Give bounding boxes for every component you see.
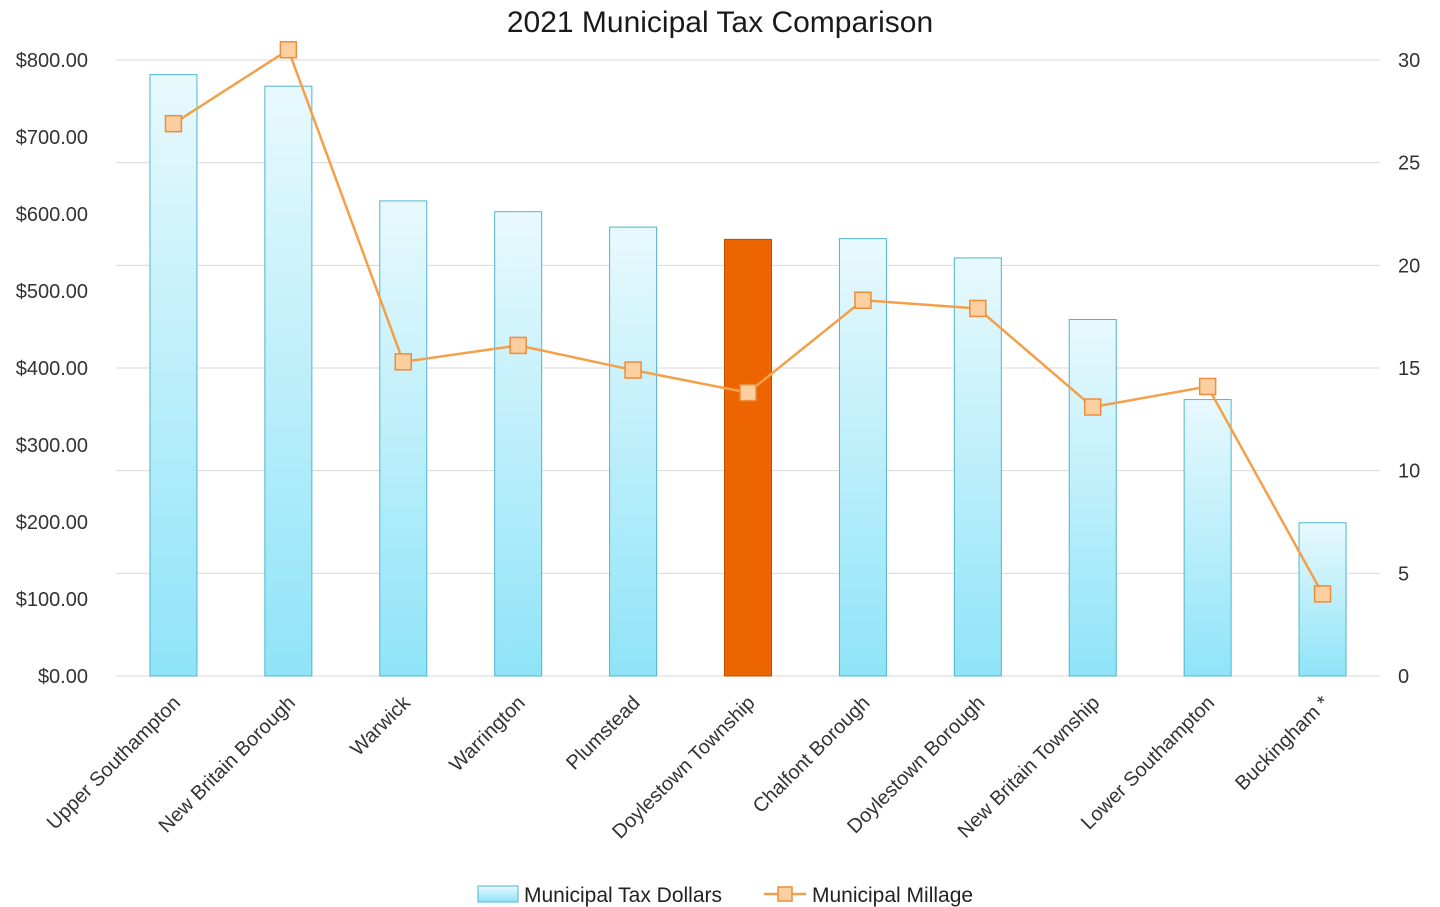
right-axis: 0 5 10 15 20 25 30 (1398, 50, 1420, 688)
bar (953, 257, 1002, 677)
bar (1183, 399, 1232, 677)
millage-point (854, 291, 872, 309)
legend-swatch-marker (777, 886, 793, 902)
category-label: Chalfont Borough (749, 692, 875, 818)
left-tick-label: $800.00 (16, 50, 88, 72)
category-label: Warwick (346, 691, 415, 760)
left-tick-label: $200.00 (16, 512, 88, 534)
millage-point (1083, 398, 1102, 416)
legend: Municipal Tax Dollars Municipal Millage (477, 884, 973, 907)
bar (1068, 318, 1117, 677)
millage-point (1313, 585, 1332, 603)
millage-point (279, 40, 298, 59)
right-tick-label: 0 (1398, 666, 1409, 688)
line-series (164, 40, 1332, 603)
bar (494, 211, 543, 677)
right-tick-label: 25 (1398, 153, 1420, 175)
right-tick-label: 30 (1398, 50, 1420, 72)
left-tick-label: $700.00 (16, 127, 88, 149)
legend-label-bars: Municipal Tax Dollars (524, 884, 722, 907)
bar (724, 238, 772, 677)
category-label: Buckingham * (1231, 692, 1334, 795)
legend-label-line: Municipal Millage (812, 884, 973, 907)
millage-point (164, 114, 183, 133)
millage-point (394, 353, 413, 371)
left-tick-label: $0.00 (38, 666, 88, 688)
bar (149, 74, 198, 677)
chart-title: 2021 Municipal Tax Comparison (507, 6, 933, 39)
left-axis: $0.00 $100.00 $200.00 $300.00 $400.00 $500.00… (16, 50, 88, 688)
left-tick-label: $300.00 (16, 435, 88, 457)
legend-swatch-bars (477, 885, 519, 903)
right-tick-label: 10 (1398, 461, 1420, 483)
right-tick-label: 15 (1398, 358, 1420, 380)
right-tick-label: 5 (1398, 563, 1409, 585)
left-tick-label: $100.00 (16, 589, 88, 611)
bar (264, 85, 313, 677)
millage-point (1198, 377, 1217, 396)
millage-point (969, 299, 987, 318)
left-tick-label: $400.00 (16, 358, 88, 380)
bar (838, 238, 887, 677)
bar (379, 200, 428, 677)
left-tick-label: $600.00 (16, 204, 88, 226)
bar-series (149, 74, 1347, 677)
category-label: Plumstead (562, 692, 644, 774)
right-tick-label: 20 (1398, 255, 1420, 277)
left-tick-label: $500.00 (16, 281, 88, 303)
millage-point (624, 361, 642, 379)
millage-point (739, 383, 757, 402)
bar (609, 226, 658, 677)
category-label: Warrington (446, 692, 530, 776)
millage-point (509, 336, 527, 355)
